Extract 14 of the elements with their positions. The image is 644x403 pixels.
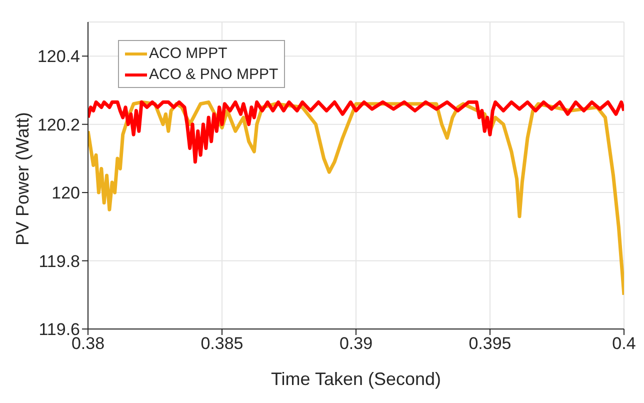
y-tick-label: 119.8 (38, 252, 80, 271)
x-tick-label: 0.385 (200, 334, 244, 354)
y-axis-title: PV Power (Watt) (12, 112, 32, 246)
y-tick-label: 120.2 (37, 115, 80, 134)
legend-label: ACO MPPT (149, 44, 228, 64)
legend-label: ACO & PNO MPPT (149, 65, 278, 85)
x-tick-label: 0.395 (468, 334, 512, 354)
y-tick-label: 120.4 (37, 47, 80, 66)
x-axis-title: Time Taken (Second) (270, 369, 442, 389)
x-tick-label: 0.4 (612, 334, 636, 354)
line-series (88, 100, 624, 164)
x-tick-label: 0.39 (339, 334, 373, 354)
y-tick-label: 120 (52, 184, 80, 203)
x-tick-label: 0.38 (71, 334, 105, 354)
